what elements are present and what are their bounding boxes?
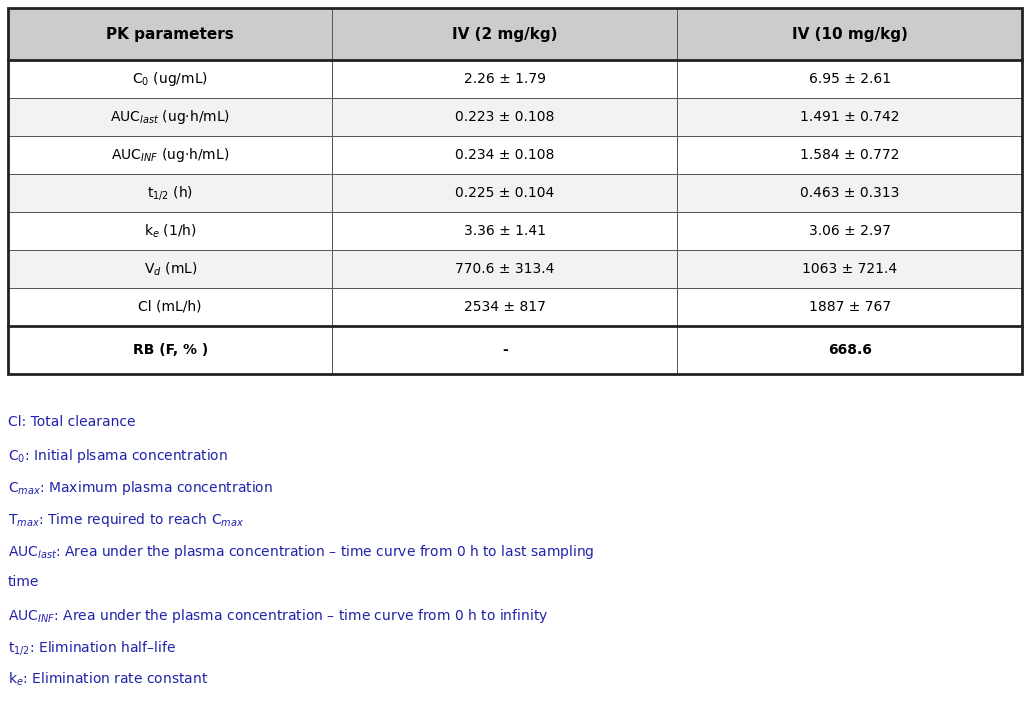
Bar (8, 212, 333, 250)
Bar (333, 174, 678, 212)
Text: time: time (8, 575, 39, 589)
Bar (8, 8, 333, 60)
Text: V$_d$ (mL): V$_d$ (mL) (143, 260, 197, 278)
Text: IV (2 mg/kg): IV (2 mg/kg) (452, 27, 557, 41)
Bar (333, 250, 678, 288)
Bar (333, 8, 678, 60)
Text: k$_e$ (1/h): k$_e$ (1/h) (144, 223, 197, 239)
Text: 1063 ± 721.4: 1063 ± 721.4 (802, 262, 897, 276)
Text: 668.6: 668.6 (828, 343, 871, 357)
Text: T$_{max}$: Time required to reach C$_{max}$: T$_{max}$: Time required to reach C$_{ma… (8, 511, 244, 529)
Text: 3.36 ± 1.41: 3.36 ± 1.41 (464, 224, 546, 238)
Text: 0.463 ± 0.313: 0.463 ± 0.313 (800, 186, 899, 200)
Bar (678, 8, 1022, 60)
Bar (678, 212, 1022, 250)
Text: 0.234 ± 0.108: 0.234 ± 0.108 (455, 148, 554, 162)
Bar (333, 212, 678, 250)
Text: 2.26 ± 1.79: 2.26 ± 1.79 (464, 72, 546, 86)
Bar (333, 326, 678, 374)
Text: 1887 ± 767: 1887 ± 767 (809, 300, 891, 314)
Bar (8, 174, 333, 212)
Text: AUC$_{last}$ (ug·h/mL): AUC$_{last}$ (ug·h/mL) (110, 108, 231, 126)
Bar (8, 136, 333, 174)
Bar (678, 326, 1022, 374)
Text: AUC$_{INF}$: Area under the plasma concentration – time curve from 0 h to infini: AUC$_{INF}$: Area under the plasma conce… (8, 607, 548, 625)
Bar (333, 60, 678, 98)
Text: 1.491 ± 0.742: 1.491 ± 0.742 (800, 110, 899, 124)
Text: 1.584 ± 0.772: 1.584 ± 0.772 (800, 148, 899, 162)
Bar (678, 174, 1022, 212)
Text: AUC$_{last}$: Area under the plasma concentration – time curve from 0 h to last : AUC$_{last}$: Area under the plasma conc… (8, 543, 594, 561)
Text: IV (10 mg/kg): IV (10 mg/kg) (792, 27, 907, 41)
Bar (333, 288, 678, 326)
Bar (8, 326, 333, 374)
Bar (8, 288, 333, 326)
Text: C$_0$: Initial plsama concentration: C$_0$: Initial plsama concentration (8, 447, 228, 465)
Text: 0.225 ± 0.104: 0.225 ± 0.104 (455, 186, 554, 200)
Text: AUC$_{INF}$ (ug·h/mL): AUC$_{INF}$ (ug·h/mL) (111, 146, 230, 164)
Text: C$_0$ (ug/mL): C$_0$ (ug/mL) (132, 70, 208, 88)
Text: t$_{1/2}$ (h): t$_{1/2}$ (h) (147, 184, 194, 202)
Text: C$_{max}$: Maximum plasma concentration: C$_{max}$: Maximum plasma concentration (8, 479, 273, 497)
Bar (8, 98, 333, 136)
Text: PK parameters: PK parameters (106, 27, 234, 41)
Text: Cl (mL/h): Cl (mL/h) (138, 300, 202, 314)
Bar (678, 250, 1022, 288)
Text: 770.6 ± 313.4: 770.6 ± 313.4 (455, 262, 554, 276)
Bar (678, 60, 1022, 98)
Bar (8, 250, 333, 288)
Bar (678, 288, 1022, 326)
Bar (333, 136, 678, 174)
Bar (8, 60, 333, 98)
Bar (678, 98, 1022, 136)
Text: 0.223 ± 0.108: 0.223 ± 0.108 (455, 110, 554, 124)
Text: t$_{1/2}$: Elimination half–life: t$_{1/2}$: Elimination half–life (8, 639, 176, 657)
Bar (333, 98, 678, 136)
Bar (678, 136, 1022, 174)
Text: k$_e$: Elimination rate constant: k$_e$: Elimination rate constant (8, 671, 208, 689)
Text: Cl: Total clearance: Cl: Total clearance (8, 415, 136, 429)
Bar (8, 8, 1022, 374)
Text: RB (F, % ): RB (F, % ) (133, 343, 208, 357)
Text: -: - (502, 343, 508, 357)
Text: 6.95 ± 2.61: 6.95 ± 2.61 (809, 72, 891, 86)
Text: 2534 ± 817: 2534 ± 817 (464, 300, 546, 314)
Text: 3.06 ± 2.97: 3.06 ± 2.97 (809, 224, 891, 238)
